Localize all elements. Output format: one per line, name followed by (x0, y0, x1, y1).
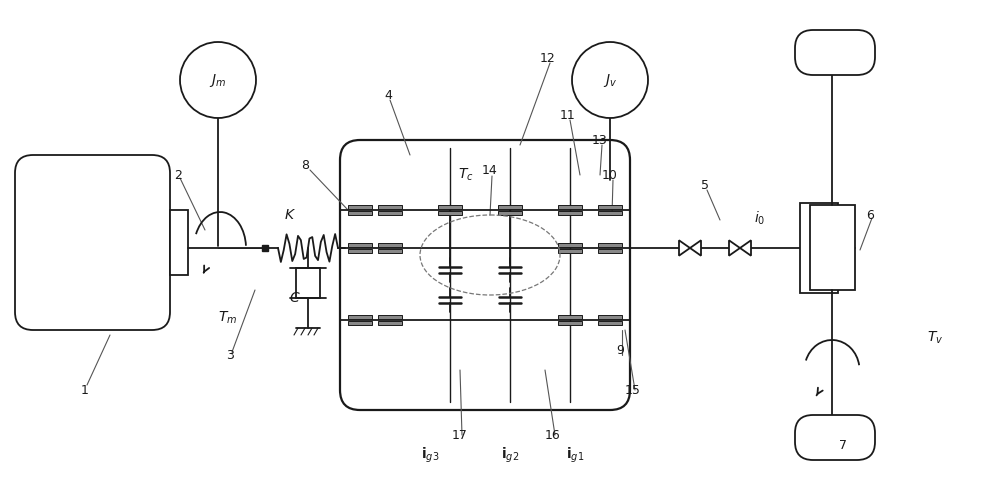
Bar (348, 211, 372, 215)
Text: 15: 15 (625, 383, 641, 396)
Polygon shape (740, 241, 751, 255)
Text: 4: 4 (384, 89, 392, 102)
Text: 10: 10 (602, 168, 618, 181)
Bar (170, 210, 188, 275)
Text: 6: 6 (866, 209, 874, 222)
Text: $\mathit{C}$: $\mathit{C}$ (289, 291, 301, 305)
Circle shape (180, 42, 256, 118)
Bar (598, 315, 622, 319)
Bar (296, 268, 320, 298)
Text: $\mathit{T}_m$: $\mathit{T}_m$ (218, 310, 238, 326)
Bar (348, 315, 372, 319)
FancyBboxPatch shape (795, 415, 875, 460)
Text: $\mathit{J}_m$: $\mathit{J}_m$ (209, 72, 227, 89)
Text: 2: 2 (174, 168, 182, 181)
Bar (810, 205, 855, 290)
Text: 3: 3 (226, 349, 234, 362)
Text: 8: 8 (301, 158, 309, 171)
Bar (558, 243, 582, 247)
Polygon shape (729, 241, 740, 255)
Text: 16: 16 (545, 428, 561, 442)
Text: $\mathbf{i}_{g2}$: $\mathbf{i}_{g2}$ (501, 445, 519, 465)
Circle shape (572, 42, 648, 118)
Text: 5: 5 (701, 178, 709, 192)
Bar (378, 211, 402, 215)
Text: $\mathit{J}_v$: $\mathit{J}_v$ (603, 72, 617, 89)
Bar (498, 205, 522, 209)
Bar (558, 315, 582, 319)
Text: 17: 17 (452, 428, 468, 442)
Bar (348, 205, 372, 209)
Bar (498, 211, 522, 215)
Text: 7: 7 (839, 439, 847, 452)
Bar (800, 203, 838, 293)
Text: 9: 9 (616, 344, 624, 357)
Bar (378, 249, 402, 253)
Bar (378, 315, 402, 319)
FancyBboxPatch shape (795, 30, 875, 75)
Bar (558, 321, 582, 325)
Bar (598, 243, 622, 247)
Text: 1: 1 (81, 383, 89, 396)
Text: 11: 11 (560, 109, 576, 122)
Polygon shape (690, 241, 701, 255)
Polygon shape (679, 241, 690, 255)
Bar (348, 321, 372, 325)
FancyBboxPatch shape (15, 155, 170, 330)
Text: 14: 14 (482, 163, 498, 176)
Bar (558, 249, 582, 253)
Text: $\mathbf{i}_{g3}$: $\mathbf{i}_{g3}$ (421, 445, 439, 465)
Text: $\mathit{i}_0$: $\mathit{i}_0$ (754, 209, 766, 227)
Bar (348, 249, 372, 253)
FancyBboxPatch shape (340, 140, 630, 410)
Text: 12: 12 (540, 51, 556, 65)
Bar (378, 243, 402, 247)
Bar (598, 249, 622, 253)
Text: $\mathit{T}_c$: $\mathit{T}_c$ (458, 167, 474, 183)
Bar (348, 243, 372, 247)
Bar (438, 211, 462, 215)
Bar (598, 205, 622, 209)
Text: $\mathit{T}_v$: $\mathit{T}_v$ (927, 330, 943, 346)
Text: 13: 13 (592, 133, 608, 146)
Text: $\mathbf{i}_{g1}$: $\mathbf{i}_{g1}$ (566, 445, 584, 465)
Bar (598, 211, 622, 215)
Bar (558, 205, 582, 209)
Bar (438, 205, 462, 209)
Bar (598, 321, 622, 325)
Bar (378, 321, 402, 325)
Bar (378, 205, 402, 209)
Text: $\mathit{K}$: $\mathit{K}$ (284, 208, 296, 222)
Bar (558, 211, 582, 215)
